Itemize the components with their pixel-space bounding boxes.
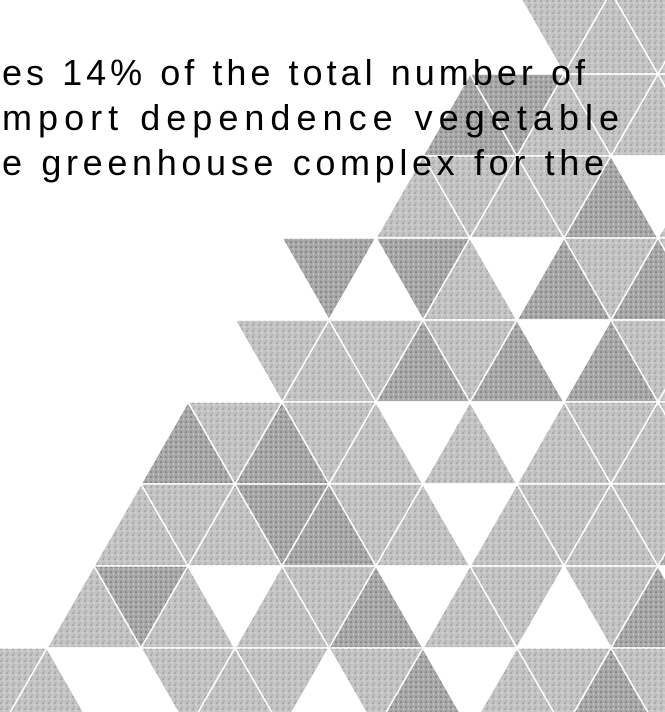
page: es 14% of the total number of mport depe… <box>0 0 665 712</box>
text-line: es 14% of the total number of <box>2 52 586 93</box>
text-line: mport dependence vegetable <box>2 97 619 138</box>
text-line: e greenhouse complex for the <box>2 142 604 183</box>
